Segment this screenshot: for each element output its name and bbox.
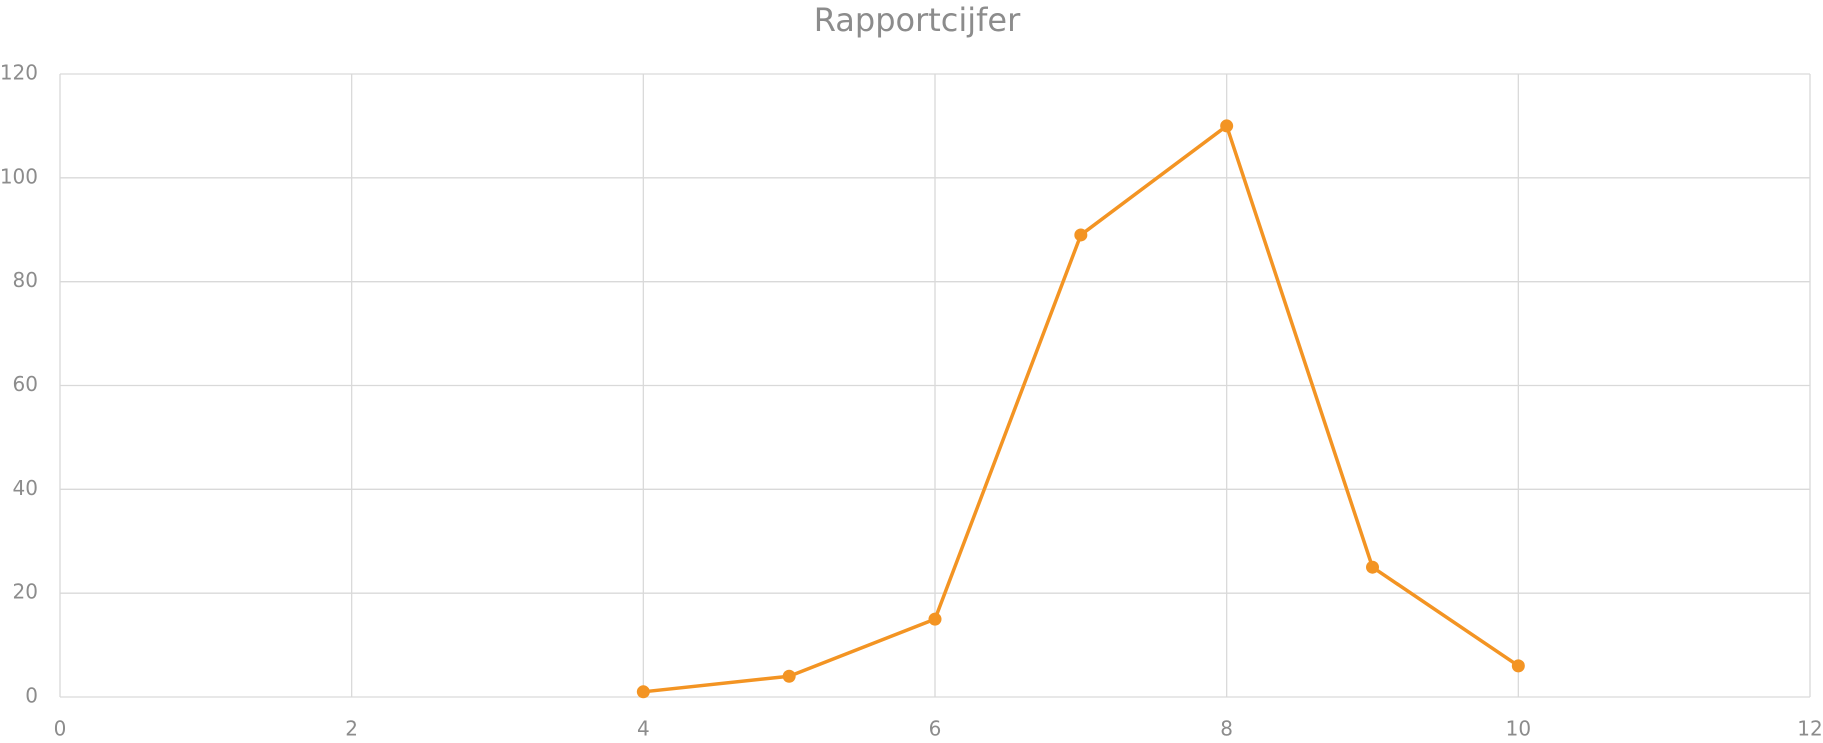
y-tick-label: 80 — [13, 268, 38, 292]
y-tick-label: 40 — [13, 476, 38, 500]
marker — [928, 612, 942, 626]
chart-title: Rapportcijfer — [814, 1, 1021, 39]
x-tick-label: 10 — [1506, 717, 1531, 741]
marker — [782, 669, 796, 683]
y-tick-label: 60 — [13, 372, 38, 396]
marker — [1220, 119, 1234, 133]
marker — [636, 685, 650, 699]
x-tick-label: 8 — [1220, 717, 1233, 741]
x-tick-label: 2 — [345, 717, 358, 741]
x-tick-label: 0 — [54, 717, 67, 741]
y-tick-label: 120 — [0, 61, 38, 85]
marker — [1074, 228, 1088, 242]
x-tick-label: 4 — [637, 717, 650, 741]
x-tick-label: 12 — [1797, 717, 1822, 741]
y-tick-label: 100 — [0, 164, 38, 188]
y-tick-label: 0 — [25, 684, 38, 708]
line — [643, 124, 1520, 694]
y-tick-label: 20 — [13, 580, 38, 604]
x-tick-label: 6 — [929, 717, 942, 741]
marker — [1511, 659, 1525, 673]
marker — [1366, 560, 1379, 574]
